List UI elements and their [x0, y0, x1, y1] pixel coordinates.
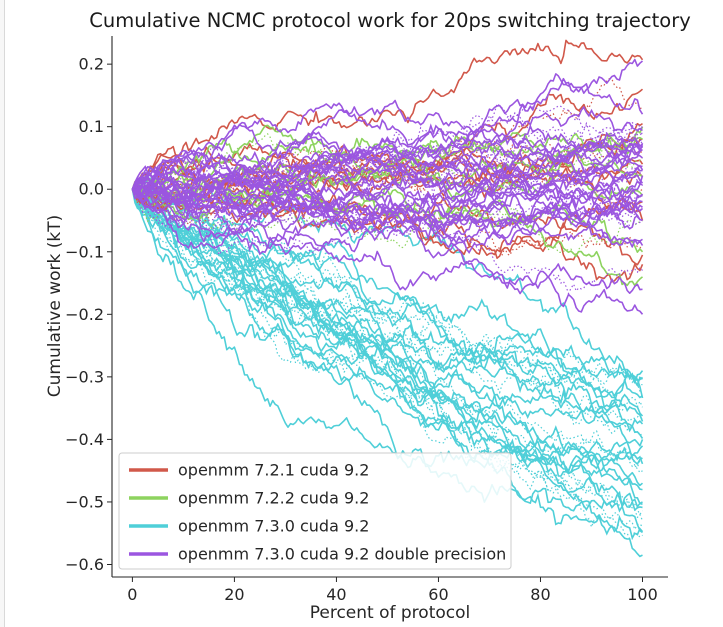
y-ticks: −0.6 −0.5 −0.4 −0.3 −0.2 −0.1 0.0 0.1 0.2	[65, 55, 112, 574]
trace-line	[131, 187, 643, 295]
trace-line	[131, 188, 644, 417]
trace-line	[132, 144, 643, 222]
trace-line	[131, 77, 644, 190]
trace-line	[131, 132, 643, 191]
y-tick-label: −0.3	[65, 367, 104, 386]
trace-line	[132, 181, 643, 235]
trace-line	[132, 105, 643, 198]
x-tick-label: 0	[127, 585, 137, 604]
trace-line	[132, 188, 643, 534]
trace-line	[132, 39, 644, 192]
x-tick-label: 100	[627, 585, 658, 604]
trace-line	[131, 172, 643, 230]
x-tick-label: 40	[326, 585, 346, 604]
trace-line	[131, 189, 644, 412]
trace-line	[132, 102, 643, 211]
trace-line	[131, 188, 643, 388]
x-tick-label: 20	[224, 585, 244, 604]
trace-line	[131, 137, 643, 202]
y-tick-label: −0.1	[65, 242, 104, 261]
trace-line	[131, 164, 644, 256]
trace-line	[132, 188, 644, 315]
trace-line	[132, 150, 643, 200]
x-ticks: 0 20 40 60 80 100	[127, 577, 658, 604]
trace-line	[131, 187, 644, 422]
trace-line	[131, 109, 643, 190]
trace-line	[131, 188, 643, 259]
window-left-edge	[0, 0, 5, 627]
axes	[111, 36, 668, 578]
y-axis-label: Cumulative work (kT)	[45, 215, 65, 397]
trace-line	[132, 188, 644, 521]
y-tick-label: 0.0	[79, 180, 104, 199]
trace-line	[131, 188, 644, 541]
chart-title: Cumulative NCMC protocol work for 20ps s…	[89, 9, 691, 32]
trace-line	[131, 187, 643, 232]
y-tick-label: −0.4	[65, 430, 104, 449]
trace-line	[131, 188, 643, 558]
trace-line	[131, 188, 643, 531]
trace-line	[131, 188, 643, 465]
trace-line	[132, 58, 644, 224]
legend-frame	[118, 452, 512, 570]
y-tick-label: −0.6	[65, 555, 104, 574]
trace-line	[132, 188, 643, 295]
trace-line	[131, 149, 643, 222]
legend-label: openmm 7.2.1 cuda 9.2	[178, 461, 369, 480]
y-tick-label: 0.1	[79, 117, 104, 136]
trace-line	[132, 164, 644, 233]
y-tick-label: −0.5	[65, 492, 104, 511]
y-tick-label: 0.2	[79, 55, 104, 74]
legend-label: openmm 7.3.0 cuda 9.2 double precision	[178, 545, 506, 564]
trace-line	[131, 188, 643, 516]
trace-line	[131, 151, 644, 208]
trace-line	[131, 128, 643, 214]
x-axis-label: Percent of protocol	[310, 603, 471, 623]
x-tick-label: 80	[530, 585, 550, 604]
trace-line	[131, 188, 643, 505]
trace-line	[132, 188, 643, 392]
trace-line	[132, 188, 643, 513]
legend-label: openmm 7.2.2 cuda 9.2	[178, 489, 369, 508]
x-tick-label: 60	[428, 585, 448, 604]
y-tick-label: −0.2	[65, 305, 104, 324]
trace-line	[131, 172, 643, 231]
trace-line	[132, 188, 644, 469]
trace-line	[131, 188, 643, 491]
traces-layer	[131, 39, 644, 558]
trace-line	[131, 105, 643, 213]
legend: openmm 7.2.1 cuda 9.2 openmm 7.2.2 cuda 9…	[118, 452, 512, 570]
legend-entries: openmm 7.2.1 cuda 9.2 openmm 7.2.2 cuda 9…	[129, 461, 506, 564]
legend-label: openmm 7.3.0 cuda 9.2	[178, 517, 369, 536]
